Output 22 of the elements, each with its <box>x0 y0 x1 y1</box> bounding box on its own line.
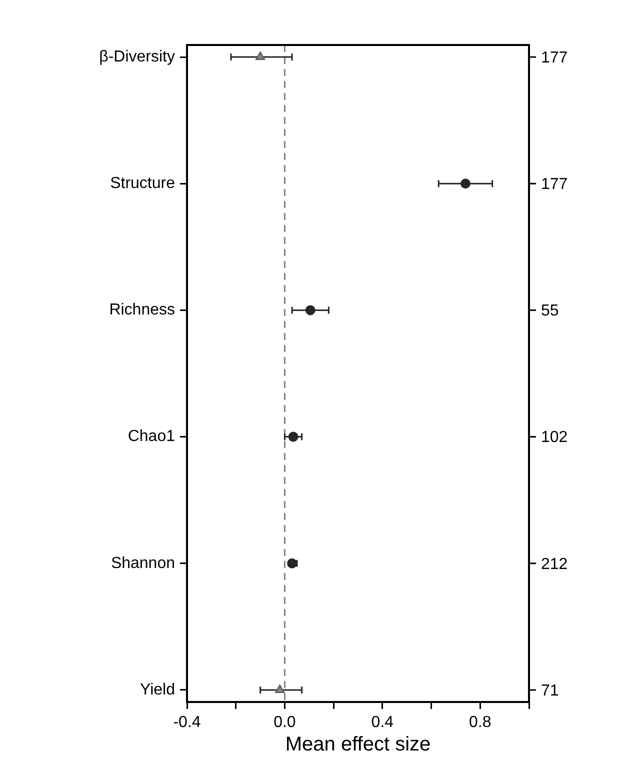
point <box>460 178 470 189</box>
point <box>275 684 285 693</box>
text: 55 <box>541 302 559 320</box>
y-tick-label: Chao1 <box>128 428 176 446</box>
text: 212 <box>541 556 568 573</box>
x-tick-label: 0.4 <box>371 714 394 732</box>
y-tick-label: Yield <box>140 681 175 698</box>
x-tick-label: -0.4 <box>173 714 201 732</box>
x-tick-label: 0.0 <box>274 714 296 732</box>
x-axis-title: Mean effect size <box>285 734 431 756</box>
point <box>255 52 266 60</box>
text: 177 <box>541 176 568 194</box>
y-tick-label: Structure <box>110 175 176 192</box>
text: 102 <box>541 429 568 446</box>
point <box>288 432 298 442</box>
text: 71 <box>541 682 559 700</box>
y-tick-label: Richness <box>109 302 175 319</box>
y-tick-label: Shannon <box>110 554 175 572</box>
point <box>305 305 316 316</box>
x-tick-label: 0.8 <box>469 714 492 732</box>
y-tick-label: β-Diversity <box>99 48 175 66</box>
text: 177 <box>541 49 568 66</box>
